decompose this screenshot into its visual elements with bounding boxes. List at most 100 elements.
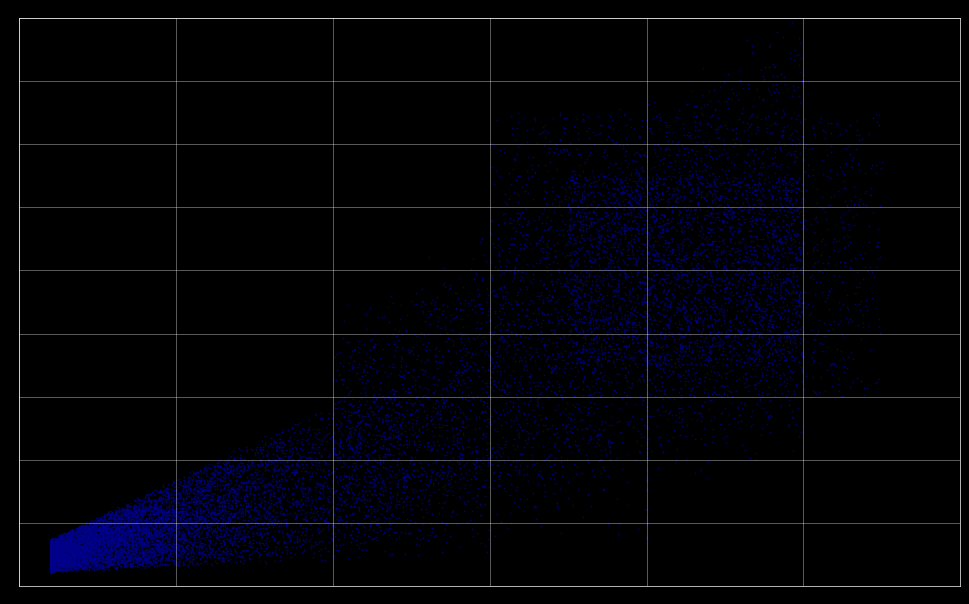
Point [200,486,215,495]
Point [128,501,143,511]
Point [234,481,249,491]
Point [712,381,728,391]
Point [503,460,518,469]
Point [461,375,477,385]
Point [227,529,242,539]
Point [273,474,289,484]
Point [89,528,105,538]
Point [305,424,321,434]
Point [143,559,159,569]
Point [43,541,58,550]
Point [171,558,186,568]
Point [49,544,65,554]
Point [778,274,794,283]
Point [171,524,186,534]
Point [748,378,764,387]
Point [322,506,337,515]
Point [420,330,435,339]
Point [43,539,58,548]
Point [751,178,766,187]
Point [738,205,754,215]
Point [43,539,58,548]
Point [692,465,707,475]
Point [339,484,355,493]
Point [150,538,166,548]
Point [764,323,779,332]
Point [773,176,789,185]
Point [765,217,780,226]
Point [99,551,114,561]
Point [208,461,224,471]
Point [104,531,119,541]
Point [44,553,59,562]
Point [691,241,706,251]
Point [507,463,522,472]
Point [113,558,129,568]
Point [288,499,303,509]
Point [183,530,199,539]
Point [138,520,153,530]
Point [637,283,652,293]
Point [642,337,658,347]
Point [495,367,511,376]
Point [236,466,252,476]
Point [43,536,58,546]
Point [98,544,113,553]
Point [64,533,79,543]
Point [795,248,810,258]
Point [82,538,98,547]
Point [242,509,258,519]
Point [639,318,654,327]
Point [234,525,250,535]
Point [578,381,594,391]
Point [571,223,586,233]
Point [97,558,112,568]
Point [43,567,58,576]
Point [749,219,765,228]
Point [607,291,622,300]
Point [138,533,153,543]
Point [644,337,660,347]
Point [60,548,76,557]
Point [839,317,855,327]
Point [43,559,58,568]
Point [710,260,726,270]
Point [544,365,559,375]
Point [539,226,554,236]
Point [43,542,58,551]
Point [109,564,124,573]
Point [43,550,58,560]
Point [730,203,745,213]
Point [394,343,410,353]
Point [132,509,147,519]
Point [432,413,448,423]
Point [216,455,232,465]
Point [430,440,446,450]
Point [741,171,757,181]
Point [78,535,94,545]
Point [245,494,261,504]
Point [198,483,213,492]
Point [651,222,667,231]
Point [606,286,621,295]
Point [99,525,114,535]
Point [667,184,682,194]
Point [147,524,163,534]
Point [43,557,58,567]
Point [43,542,58,551]
Point [80,536,96,545]
Point [105,541,120,551]
Point [782,195,797,205]
Point [139,553,154,562]
Point [43,548,58,557]
Point [786,253,801,263]
Point [816,319,831,329]
Point [223,516,238,525]
Point [317,505,332,515]
Point [56,565,72,574]
Point [117,527,133,536]
Point [599,219,614,228]
Point [853,134,868,144]
Point [168,511,183,521]
Point [113,518,129,527]
